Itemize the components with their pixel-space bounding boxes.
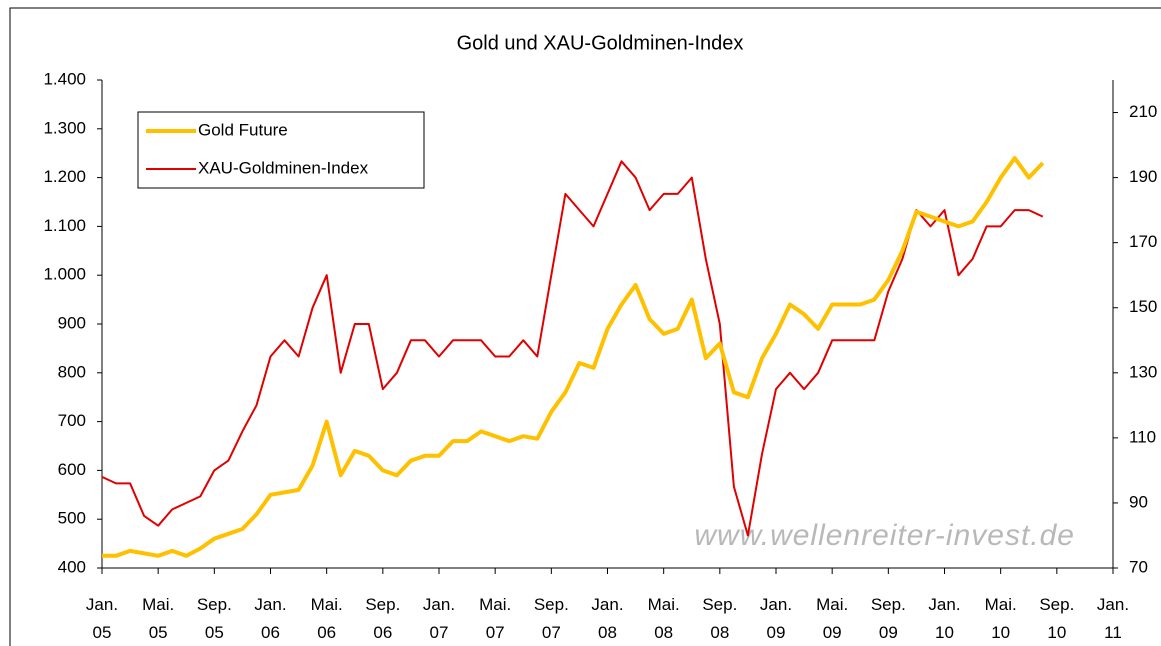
x-tick-label: Jan. 09 xyxy=(760,595,792,642)
legend-label: Gold Future xyxy=(198,120,288,139)
x-tick-label: Sep. 05 xyxy=(197,595,232,642)
y-tick-label: 500 xyxy=(58,509,86,528)
y-tick-label: 1.000 xyxy=(43,265,86,284)
x-tick-label: Mai. 10 xyxy=(985,595,1017,642)
x-tick-label: Sep. 10 xyxy=(1039,595,1074,642)
x-tick-label: Jan. 11 xyxy=(1097,595,1129,642)
x-tick-label: Mai. 09 xyxy=(816,595,848,642)
y2-tick-label: 150 xyxy=(1129,297,1157,316)
y2-tick-label: 70 xyxy=(1129,557,1148,576)
x-tick-label: Jan. 06 xyxy=(254,595,286,642)
y-tick-label: 1.100 xyxy=(43,216,86,235)
x-tick-label: Sep. 09 xyxy=(871,595,906,642)
x-tick-label: Sep. 07 xyxy=(534,595,569,642)
x-tick-label: Sep. 08 xyxy=(702,595,737,642)
y2-tick-label: 210 xyxy=(1129,102,1157,121)
y-tick-label: 700 xyxy=(58,411,86,430)
watermark: www.wellenreiter-invest.de xyxy=(694,519,1075,552)
x-tick-label: Jan. 08 xyxy=(591,595,623,642)
x-tick-label: Mai. 07 xyxy=(479,595,511,642)
series-line xyxy=(101,160,1044,537)
x-tick-label: Jan. 10 xyxy=(928,595,960,642)
y-tick-label: 1.400 xyxy=(43,69,86,88)
legend-box xyxy=(137,111,425,189)
x-tick-label: Sep. 06 xyxy=(365,595,400,642)
x-tick-label: Mai. 08 xyxy=(648,595,680,642)
y2-tick-label: 130 xyxy=(1129,362,1157,381)
x-tick-label: Jan. 05 xyxy=(86,595,118,642)
y-tick-label: 1.200 xyxy=(43,167,86,186)
y2-tick-label: 110 xyxy=(1129,427,1156,446)
chart-title: Gold und XAU-Goldminen-Index xyxy=(457,32,744,54)
y2-tick-label: 170 xyxy=(1129,232,1157,251)
y-tick-label: 600 xyxy=(58,460,86,479)
series-line xyxy=(102,156,1045,558)
x-tick-label: Jan. 07 xyxy=(423,595,455,642)
y-tick-label: 400 xyxy=(58,557,86,576)
y-tick-label: 900 xyxy=(58,313,86,332)
x-tick-label: Mai. 06 xyxy=(311,595,343,642)
legend-label: XAU-Goldminen-Index xyxy=(198,158,369,177)
y2-tick-label: 190 xyxy=(1129,167,1157,186)
y2-tick-label: 90 xyxy=(1129,492,1148,511)
x-tick-label: Mai. 05 xyxy=(142,595,174,642)
y-tick-label: 1.300 xyxy=(43,118,86,137)
y-tick-label: 800 xyxy=(58,362,86,381)
